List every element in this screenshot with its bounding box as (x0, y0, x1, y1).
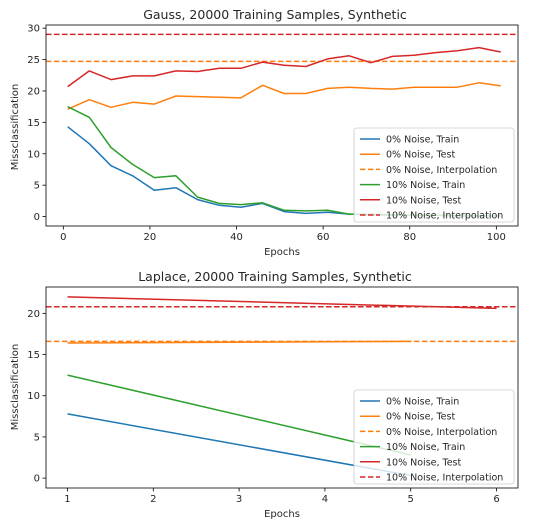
legend: 0% Noise, Train 0% Noise, Test 0% Noise, I… (353, 127, 515, 223)
legend-label: 10% Noise, Interpolation (386, 211, 503, 222)
y-tick-label: 0 (34, 474, 40, 485)
x-tick-label: 40 (230, 232, 243, 243)
legend-label: 0% Noise, Train (386, 397, 459, 408)
legend-label: 0% Noise, Interpolation (386, 165, 497, 176)
legend-label: 10% Noise, Interpolation (386, 473, 503, 484)
y-tick-label: 25 (27, 55, 40, 66)
gauss-chart: Gauss, 20000 Training Samples, Synthetic… (10, 7, 519, 258)
chart-title: Gauss, 20000 Training Samples, Synthetic (143, 7, 407, 22)
y-tick-label: 30 (27, 24, 40, 35)
series-line (67, 374, 411, 456)
x-tick-label: 3 (236, 494, 242, 505)
y-tick-label: 20 (27, 86, 40, 97)
y-tick-label: 5 (34, 181, 40, 192)
x-axis-label: Epochs (264, 247, 300, 258)
y-axis-label: Missclassification (10, 344, 21, 431)
y-tick-label: 10 (27, 391, 40, 402)
legend-label: 0% Noise, Test (386, 150, 455, 161)
y-tick-label: 0 (34, 212, 40, 223)
plot-frame (45, 286, 519, 489)
legend-box (353, 127, 515, 223)
plot-frame (45, 24, 519, 227)
y-tick-label: 5 (34, 432, 40, 443)
series-line (67, 46, 501, 88)
x-tick-label: 80 (403, 232, 416, 243)
x-tick-label: 60 (317, 232, 330, 243)
laplace-chart: Laplace, 20000 Training Samples, Synthet… (10, 269, 519, 520)
legend-label: 10% Noise, Train (386, 180, 465, 191)
x-tick-label: 2 (150, 494, 156, 505)
series-line (67, 413, 411, 477)
x-tick-label: 20 (144, 232, 157, 243)
x-tick-label: 0 (60, 232, 66, 243)
y-tick-label: 15 (27, 118, 40, 129)
x-tick-label: 6 (493, 494, 499, 505)
legend-label: 0% Noise, Interpolation (386, 427, 497, 438)
series-line (67, 82, 501, 110)
chart-title: Laplace, 20000 Training Samples, Synthet… (138, 269, 412, 284)
legend-label: 10% Noise, Test (386, 457, 462, 468)
legend-box (353, 389, 515, 485)
y-axis-label: Missclassification (10, 84, 21, 171)
legend-label: 0% Noise, Train (386, 135, 459, 146)
y-tick-label: 10 (27, 149, 40, 160)
x-tick-label: 5 (408, 494, 414, 505)
legend-label: 10% Noise, Test (386, 195, 462, 206)
x-tick-label: 1 (64, 494, 70, 505)
x-axis-label: Epochs (264, 509, 300, 520)
y-tick-label: 15 (27, 350, 40, 361)
legend-label: 0% Noise, Test (386, 412, 455, 423)
y-tick-label: 20 (27, 309, 40, 320)
x-tick-label: 100 (487, 232, 506, 243)
series-lines (46, 296, 518, 477)
legend-label: 10% Noise, Train (386, 442, 465, 453)
x-tick-label: 4 (322, 494, 328, 505)
legend: 0% Noise, Train 0% Noise, Test 0% Noise, I… (353, 389, 515, 485)
